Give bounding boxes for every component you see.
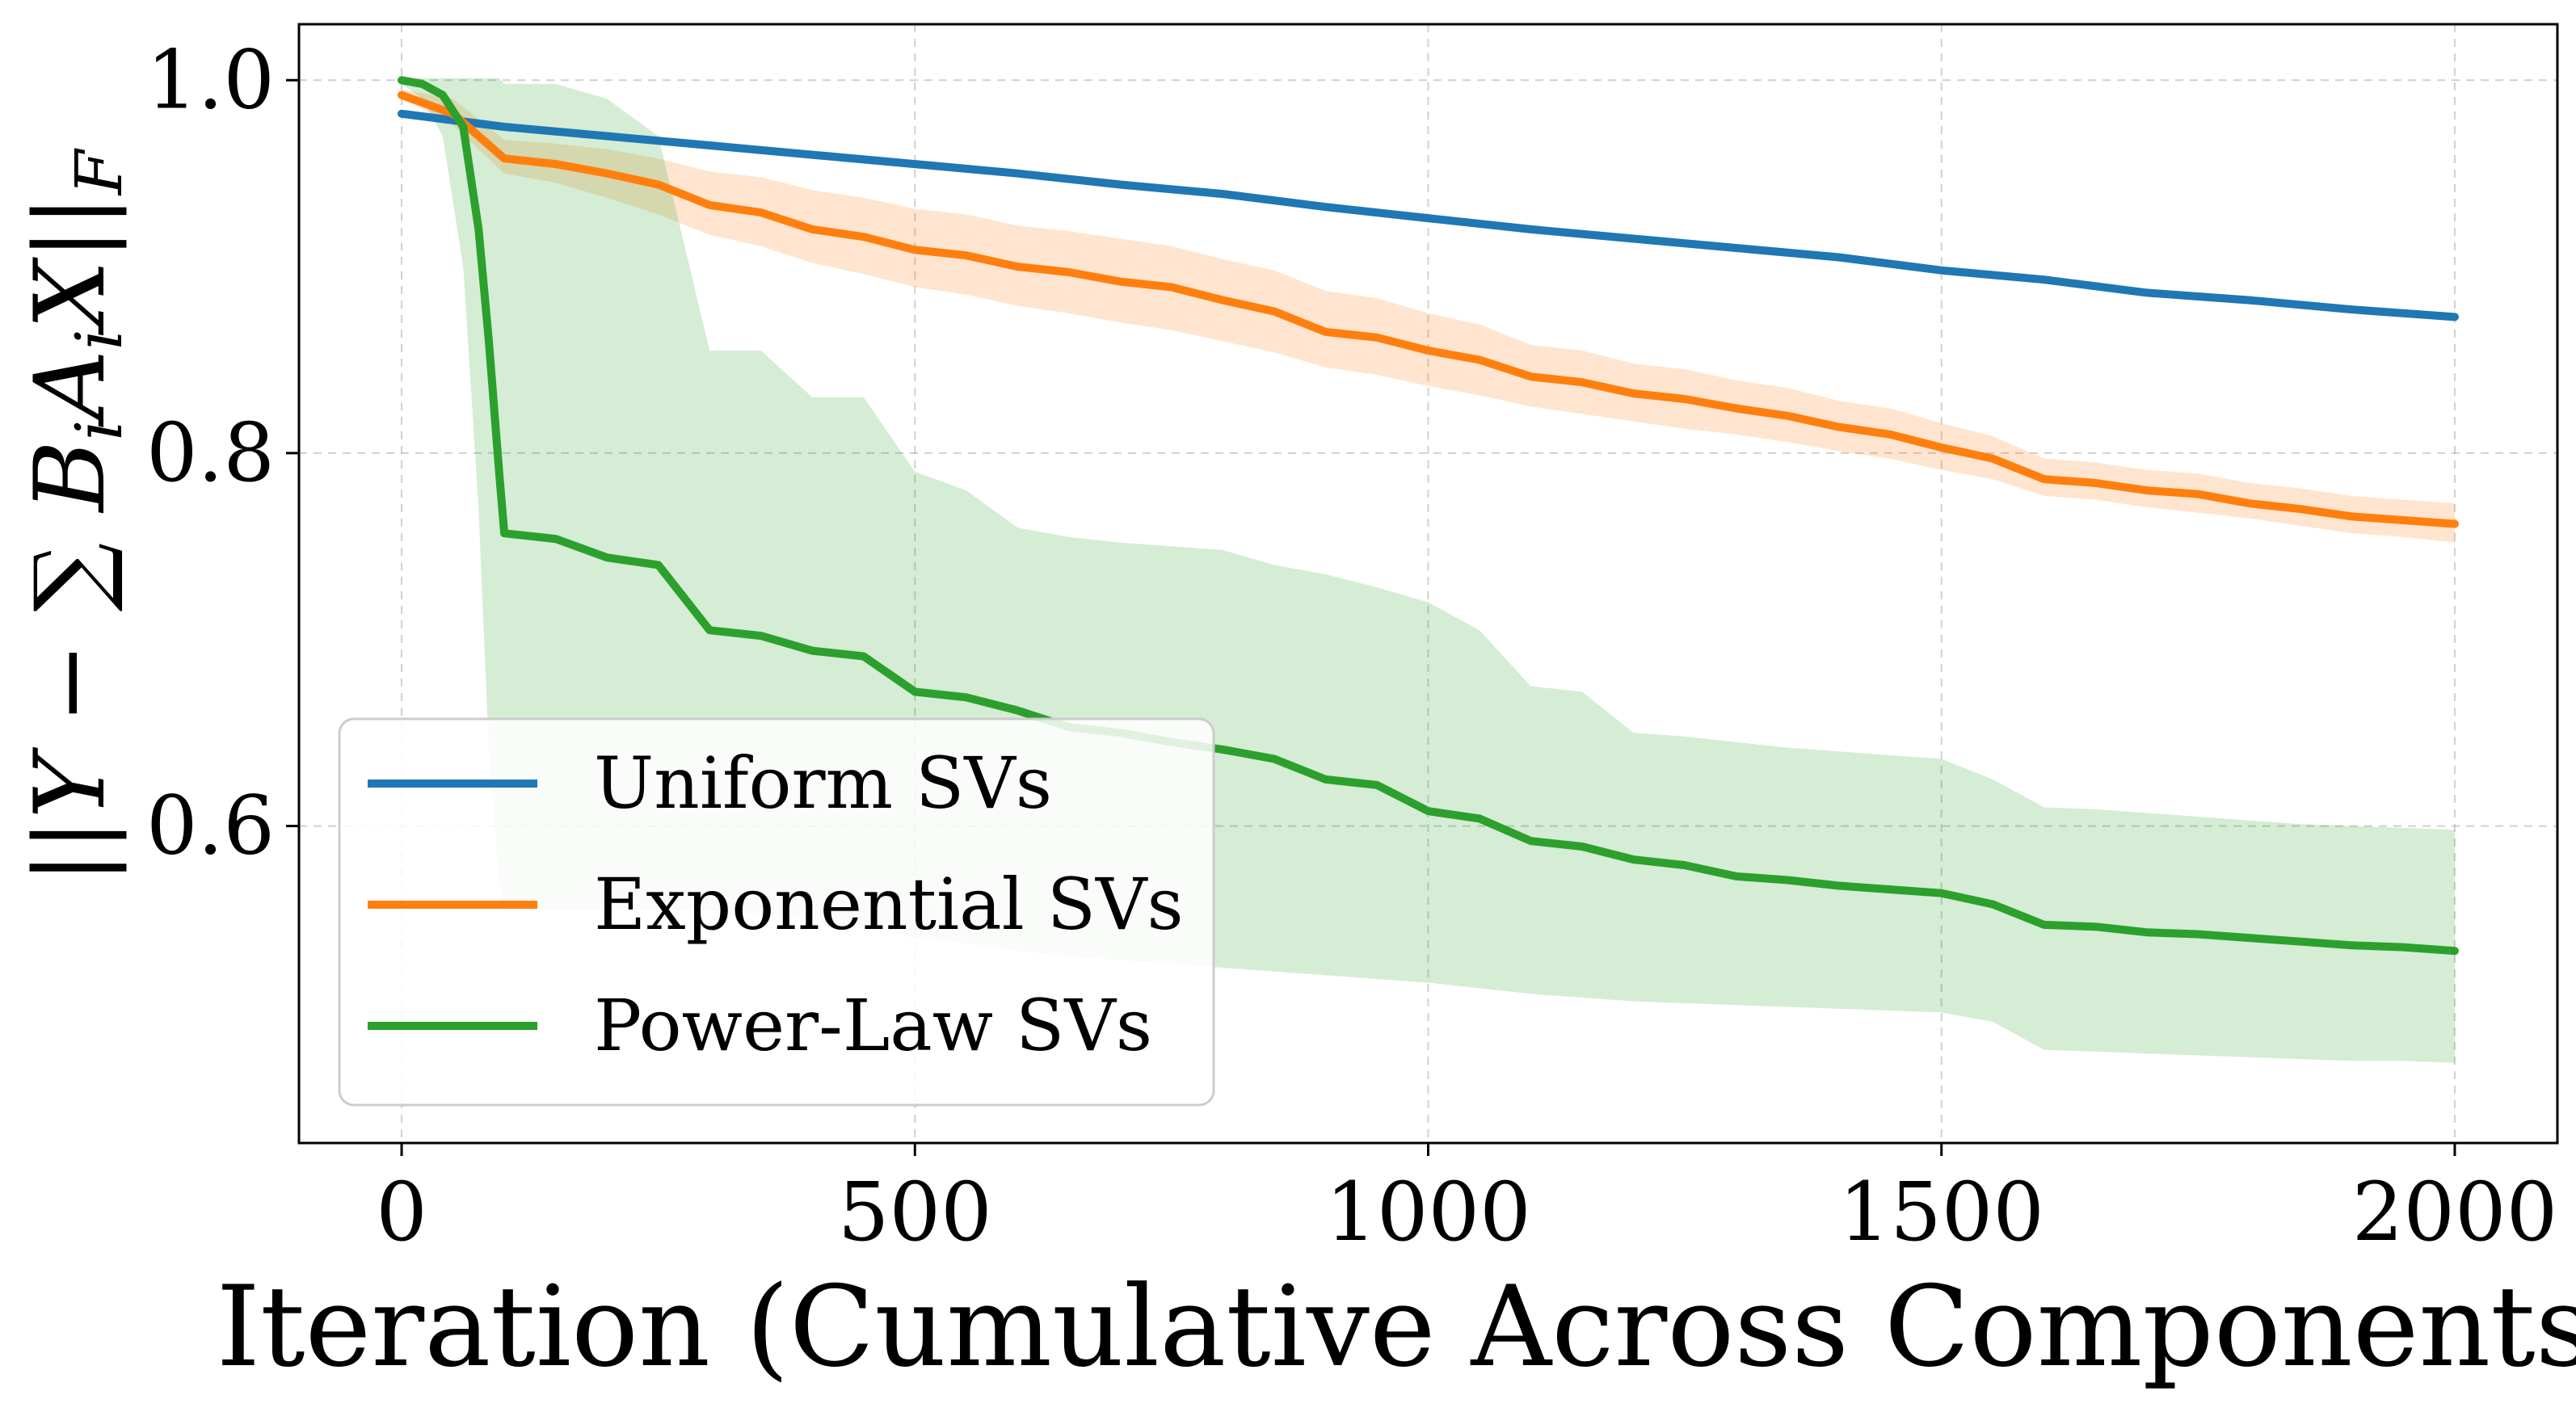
legend-label-uniform-svs: Uniform SVs: [594, 742, 1052, 825]
legend: Uniform SVs Exponential SVs Power-Law SVs: [338, 717, 1215, 1107]
y-axis-title-minus: −: [15, 611, 127, 754]
y-axis-title-sub-F: F: [61, 148, 137, 196]
legend-entries: Uniform SVs Exponential SVs Power-Law SVs: [368, 742, 1184, 1067]
y-axis-title-open-norm: ||: [15, 818, 127, 884]
x-ticks: 0 500 1000 1500 2000: [376, 1143, 2557, 1259]
line-uniform-svs: [398, 109, 2459, 321]
legend-box: [338, 717, 1215, 1107]
x-axis-title: Iteration (Cumulative Across Components): [217, 1262, 2576, 1392]
y-axis-title-Y: Y: [15, 746, 127, 818]
y-axis-title: ||Y − ∑ BiAiX||F: [15, 148, 137, 884]
y-axis-title-sub-i-1: i: [61, 420, 137, 441]
y-axis-title-sum: ∑: [15, 543, 127, 612]
y-axis-title-X: X: [15, 257, 127, 336]
y-tick-label-2: 1.0: [146, 32, 275, 127]
x-tick-label-4: 2000: [2352, 1165, 2558, 1259]
x-tick-label-2: 1000: [1325, 1165, 1531, 1259]
x-tick-label-1: 500: [838, 1165, 992, 1259]
y-ticks: 0.6 0.8 1.0: [146, 32, 299, 873]
band-exponential-svs: [402, 89, 2455, 543]
legend-label-power-law-svs: Power-Law SVs: [594, 984, 1152, 1067]
y-axis-title-A: A: [15, 350, 127, 428]
series-lines: [398, 76, 2459, 956]
y-tick-label-1: 0.8: [146, 406, 275, 500]
legend-label-exponential-svs: Exponential SVs: [594, 863, 1184, 946]
y-tick-label-0: 0.6: [146, 779, 275, 873]
x-tick-label-0: 0: [376, 1165, 427, 1259]
y-axis-title-sub-i-2: i: [61, 330, 137, 351]
line-power-law-svs: [398, 76, 2459, 956]
y-axis-title-close-norm: ||: [15, 195, 127, 260]
line-exponential-svs: [398, 90, 2459, 528]
x-tick-label-3: 1500: [1838, 1165, 2044, 1259]
y-axis-title-B: B: [15, 440, 127, 542]
